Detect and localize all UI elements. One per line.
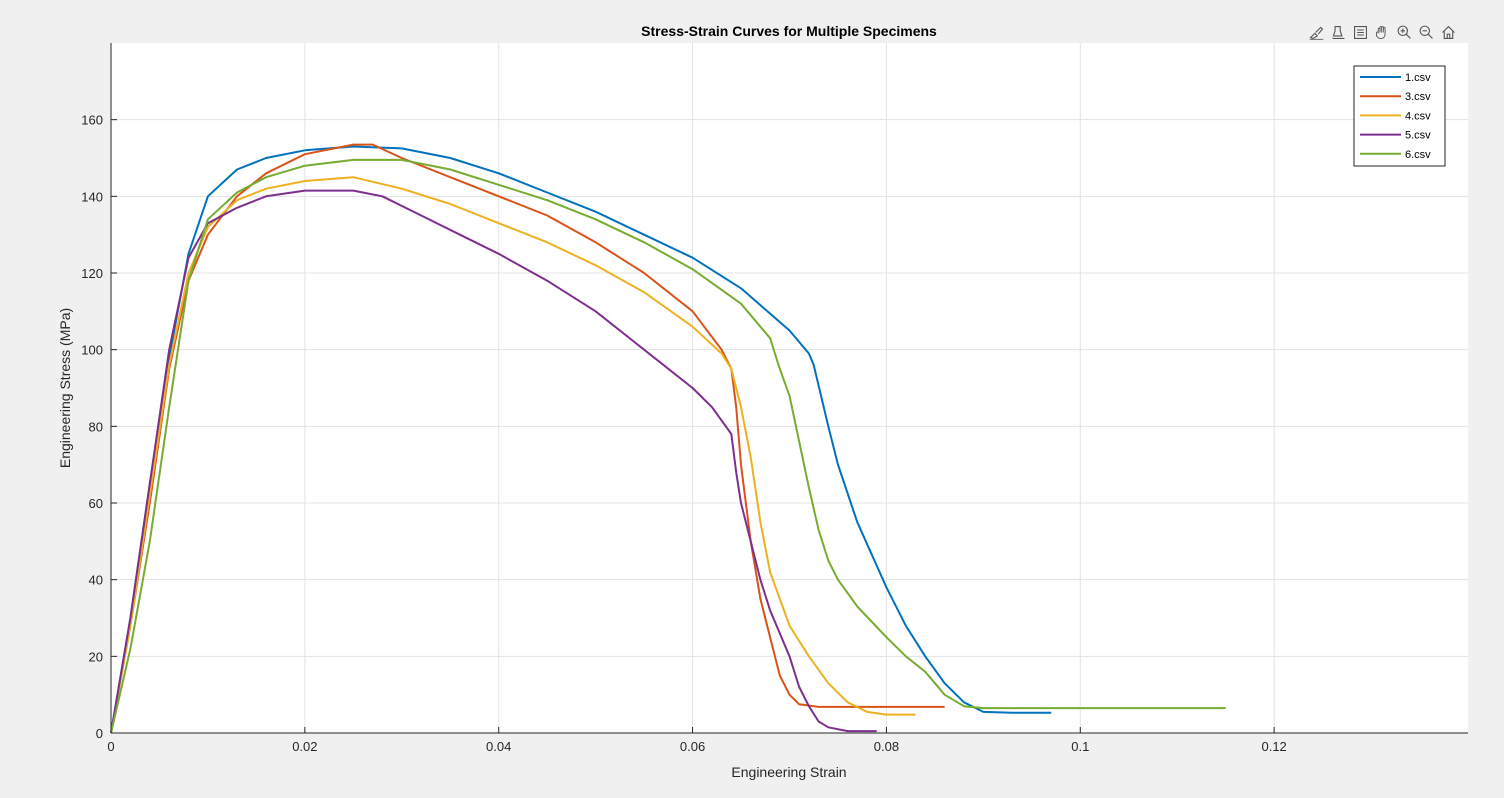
series-line-3 <box>110 176 916 734</box>
legend-label: 5.csv <box>1405 130 1431 142</box>
zoom-out-icon <box>1419 25 1433 39</box>
y-tick-label: 0 <box>96 726 103 741</box>
x-tick-label: 0 <box>107 739 114 754</box>
series-line-5 <box>110 158 1226 734</box>
zoom-in-button[interactable] <box>1394 22 1414 42</box>
x-axis-label: Engineering Strain <box>731 764 846 780</box>
brush-button[interactable] <box>1306 22 1326 42</box>
y-tick-label: 60 <box>89 496 103 511</box>
legend-label: 6.csv <box>1405 149 1431 161</box>
x-tick-label: 0.04 <box>486 739 511 754</box>
series-line-4 <box>110 189 877 734</box>
legend-label: 1.csv <box>1405 72 1431 84</box>
legend-toggle-button[interactable] <box>1350 22 1370 42</box>
legend-toggle-icon <box>1353 25 1367 39</box>
y-axis-label: Engineering Stress (MPa) <box>57 308 73 468</box>
pan-icon <box>1375 25 1386 39</box>
legend[interactable]: 1.csv 3.csv 4.csv 5.csv 6.csv <box>1353 65 1446 167</box>
y-tick-label: 80 <box>89 419 103 434</box>
grid <box>110 43 1468 734</box>
x-tick-label: 0.02 <box>292 739 317 754</box>
y-tick-label: 160 <box>81 113 103 128</box>
series-lines <box>110 143 1226 734</box>
zoom-in-icon <box>1397 25 1411 39</box>
x-tick-label: 0.08 <box>874 739 899 754</box>
home-button[interactable] <box>1438 22 1458 42</box>
data-tips-icon <box>1332 25 1344 39</box>
zoom-out-button[interactable] <box>1416 22 1436 42</box>
x-tick-label: 0.12 <box>1261 739 1286 754</box>
y-tick-label: 120 <box>81 266 103 281</box>
series-line-1 <box>110 145 1052 734</box>
y-tick-label: 40 <box>89 573 103 588</box>
tick-labels: 0 0.02 0.04 0.06 0.08 0.1 0.12 0 20 40 60 80 100 120 1… <box>81 113 1287 754</box>
pan-button[interactable] <box>1372 22 1392 42</box>
legend-label: 4.csv <box>1405 110 1431 122</box>
legend-label: 3.csv <box>1405 91 1431 103</box>
series-line-2 <box>110 143 945 734</box>
y-tick-label: 20 <box>89 649 103 664</box>
data-tips-button[interactable] <box>1328 22 1348 42</box>
x-tick-label: 0.1 <box>1071 739 1089 754</box>
plot-area <box>111 43 1468 733</box>
y-tick-label: 100 <box>81 343 103 358</box>
axes <box>110 43 1468 734</box>
x-tick-label: 0.06 <box>680 739 705 754</box>
brush-icon <box>1309 26 1323 40</box>
axes-toolbar <box>1306 21 1458 43</box>
y-tick-label: 140 <box>81 189 103 204</box>
chart-title: Stress-Strain Curves for Multiple Specim… <box>641 23 937 39</box>
home-icon <box>1441 25 1455 39</box>
